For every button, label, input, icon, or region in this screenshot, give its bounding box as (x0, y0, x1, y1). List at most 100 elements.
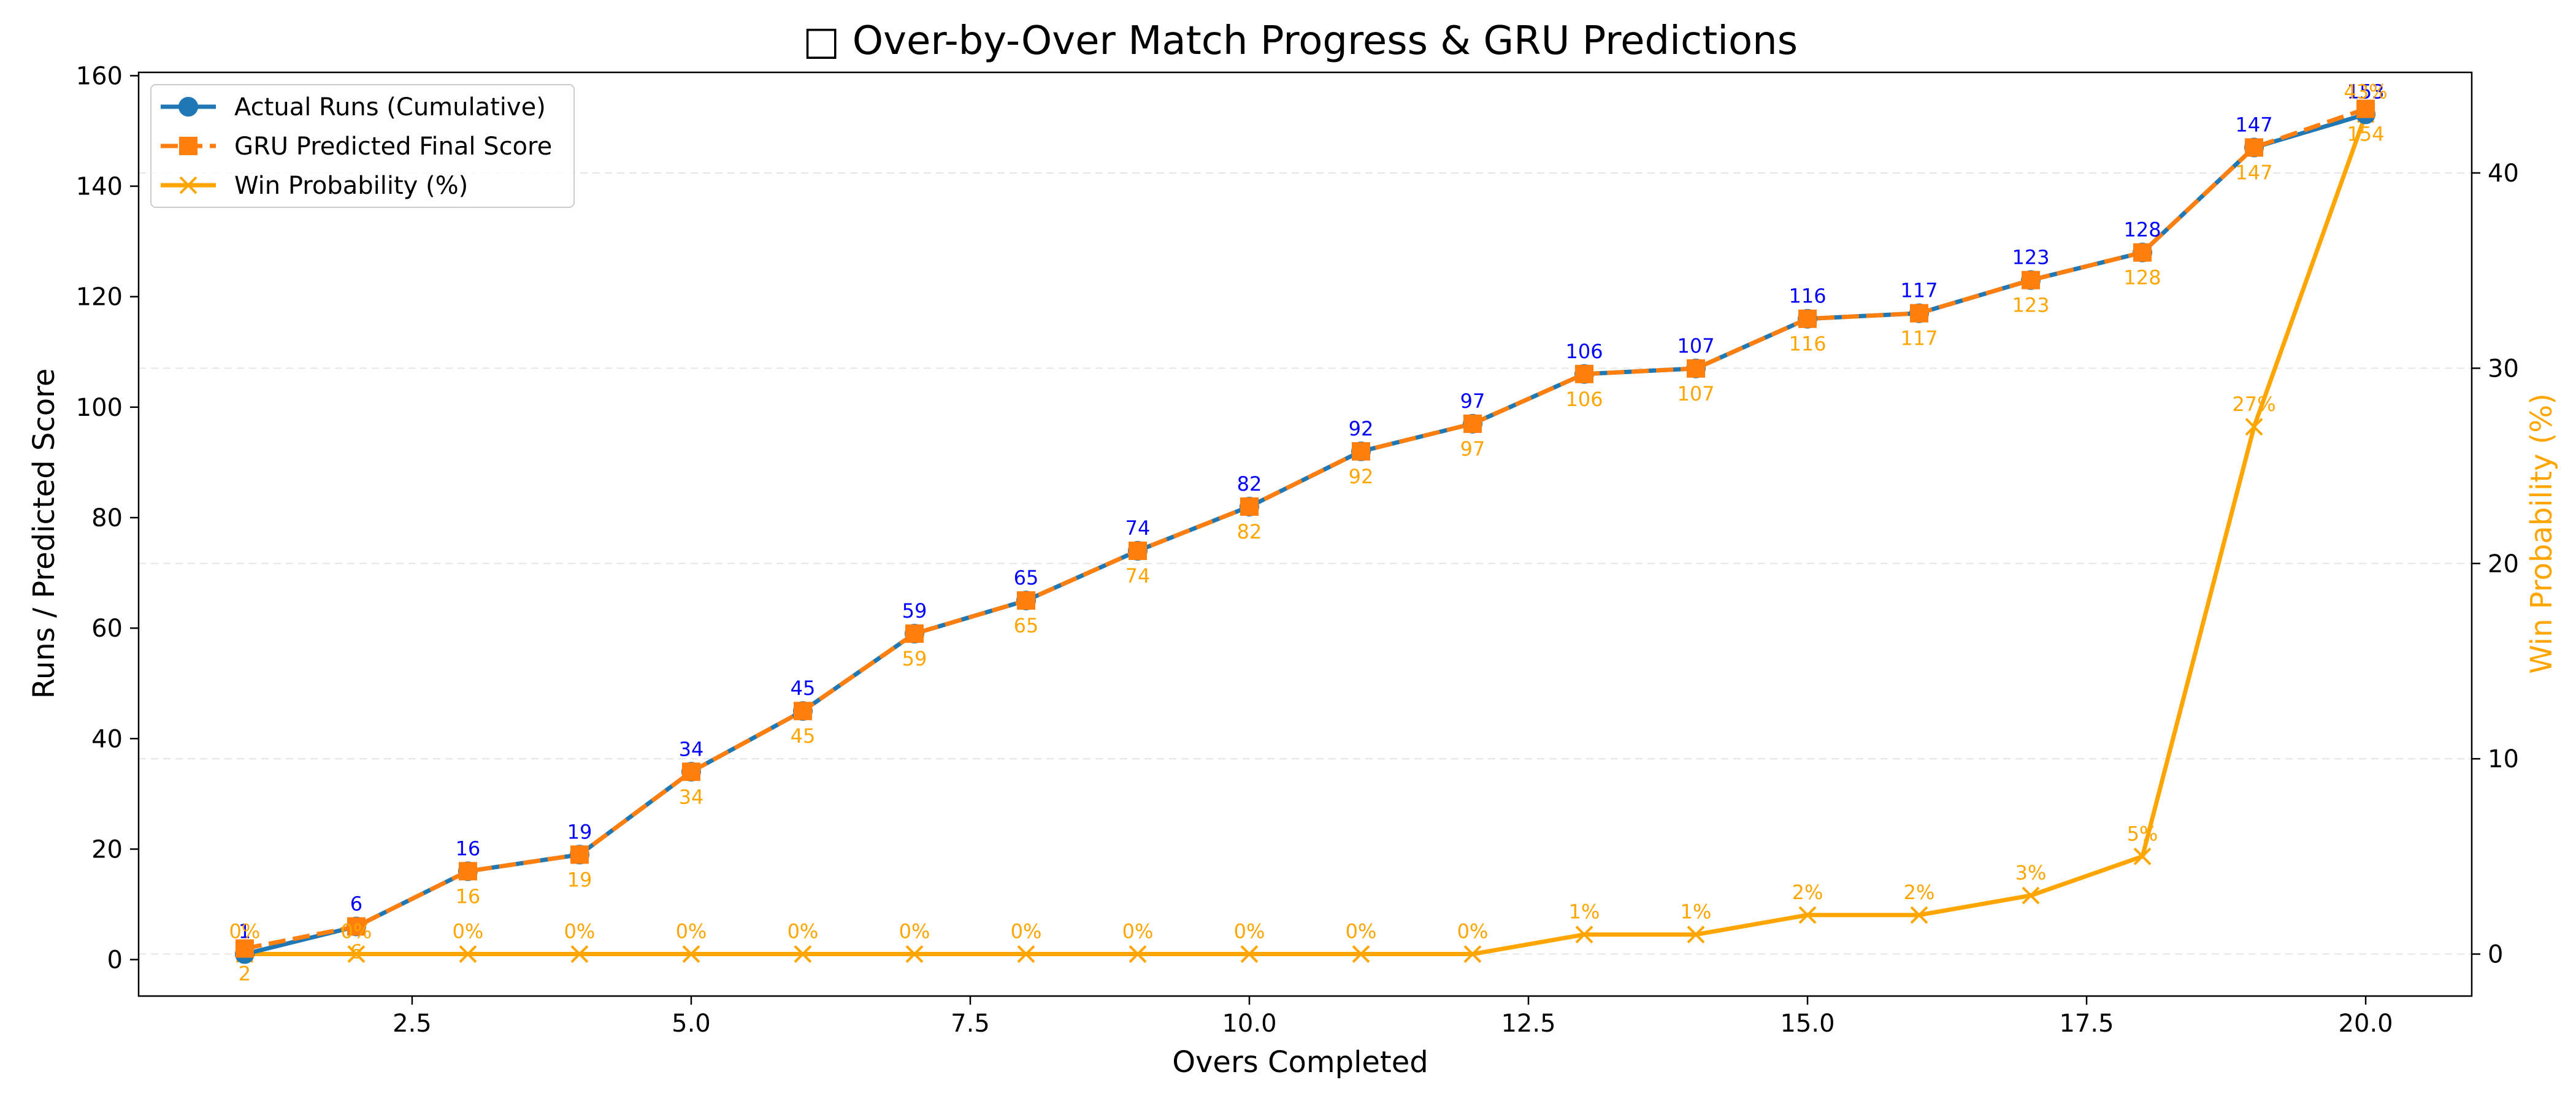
win-prob-data-label: 2% (1904, 881, 1935, 904)
predicted-data-label: 65 (1014, 614, 1039, 637)
y2-tick-label: 30 (2488, 355, 2519, 383)
series-3-point (1352, 945, 1370, 963)
marker-stroke (1129, 945, 1147, 963)
win-prob-data-label: 3% (2015, 861, 2047, 884)
predicted-data-label: 16 (456, 884, 481, 908)
series-line-2 (244, 107, 2367, 951)
x-tick-label: 12.5 (1501, 1010, 1555, 1038)
y-tick-label: 140 (76, 173, 123, 201)
predicted-data-label: 34 (679, 785, 704, 808)
predicted-data-label: 82 (1237, 520, 1262, 543)
actual-data-label: 123 (2012, 246, 2050, 269)
win-prob-data-label: 0% (1234, 920, 1265, 943)
actual-data-label: 34 (679, 737, 704, 761)
predicted-data-label: 6 (350, 940, 362, 964)
legend-item-label: Actual Runs (Cumulative) (234, 93, 546, 121)
actual-data-label: 59 (902, 599, 927, 623)
series-2-point (2022, 270, 2041, 289)
y-tick-label: 20 (91, 835, 123, 864)
series-2-point (2245, 138, 2264, 157)
data-labels-layer: 120%660%16160%19190%34340%45450%59590%65… (229, 80, 2388, 985)
series-2-point (347, 917, 366, 936)
marker-stroke (570, 945, 589, 963)
y-tick-label: 60 (91, 615, 123, 643)
x-tick-label: 10.0 (1222, 1010, 1276, 1038)
series-3-point (1463, 945, 1482, 963)
actual-data-label: 1 (239, 920, 251, 943)
y-tick-label: 80 (91, 504, 123, 532)
axes-layer: 2.5 5.0 7.5 10.0 12.5 15.0 17.5 20.002040608010… (76, 62, 2519, 1038)
predicted-data-label: 19 (567, 868, 592, 891)
x-tick-label: 2.5 (393, 1010, 432, 1038)
win-prob-data-label: 0% (1346, 920, 1377, 943)
win-prob-data-label: 0% (899, 920, 930, 943)
marker-stroke (1017, 945, 1035, 963)
legend-item-label: Win Probability (%) (234, 172, 468, 200)
y-tick-label: 120 (76, 283, 123, 312)
marker-stroke (1687, 926, 1705, 944)
y2-tick-label: 40 (2488, 159, 2519, 188)
actual-data-label: 107 (1677, 334, 1714, 358)
series-3-point (905, 945, 924, 963)
series-2-point (2133, 243, 2152, 262)
series-3-point (2245, 418, 2263, 436)
marker-stroke (459, 945, 477, 963)
series-2-point (1575, 364, 1594, 383)
series-3-point (794, 945, 812, 963)
marker-stroke (1575, 926, 1593, 944)
series-2-point (681, 762, 700, 781)
x-tick-label: 20.0 (2339, 1010, 2393, 1038)
win-prob-data-label: 2% (1792, 881, 1823, 904)
series-line-1 (244, 112, 2367, 956)
actual-data-label: 117 (1901, 279, 1938, 302)
series-3-point (1129, 945, 1147, 963)
predicted-data-label: 147 (2236, 161, 2273, 184)
x-tick-label: 17.5 (2060, 1010, 2114, 1038)
actual-data-label: 65 (1014, 566, 1039, 589)
series-2-point (1798, 309, 1817, 328)
x-tick-label: 5.0 (672, 1010, 711, 1038)
series-3-point (682, 945, 700, 963)
marker-stroke (2133, 847, 2152, 865)
x-axis-label: Overs Completed (1172, 1045, 1428, 1079)
series-3-point (2022, 886, 2040, 905)
x-tick-label: 7.5 (951, 1010, 990, 1038)
series-2-point (793, 702, 812, 721)
series-2-point (235, 939, 254, 958)
predicted-data-label: 116 (1789, 332, 1827, 356)
predicted-data-label: 106 (1565, 388, 1603, 411)
marker-stroke (1352, 945, 1370, 963)
y-tick-label: 160 (76, 62, 123, 90)
legend-marker (179, 137, 197, 155)
win-prob-data-label: 0% (229, 920, 261, 943)
marker-stroke (1798, 906, 1817, 924)
actual-data-label: 128 (2124, 218, 2161, 242)
marker-stroke (1910, 906, 1928, 924)
series-2-point (458, 862, 477, 881)
y2-tick-label: 10 (2488, 745, 2519, 773)
predicted-data-label: 117 (1901, 327, 1938, 350)
win-prob-data-label: 0% (341, 920, 372, 943)
predicted-data-label: 123 (2012, 294, 2050, 317)
series-3-point (1017, 945, 1035, 963)
legend-box (150, 84, 575, 208)
marker-stroke (2022, 886, 2040, 905)
series-2-point (570, 845, 589, 864)
y2-axis-label: Win Probability (%) (2524, 393, 2559, 673)
marker-stroke (1240, 945, 1259, 963)
actual-data-label: 92 (1349, 417, 1374, 440)
legend-item-label: GRU Predicted Final Score (234, 132, 552, 161)
actual-data-label: 147 (2236, 113, 2273, 136)
series-3-point (459, 945, 477, 963)
y2-tick-label: 0 (2488, 941, 2503, 969)
actual-data-label: 74 (1125, 516, 1151, 540)
actual-data-label: 82 (1237, 472, 1262, 496)
marker-stroke (2245, 418, 2263, 436)
series-3-point (1687, 926, 1705, 944)
series-2-point (905, 624, 924, 643)
win-prob-data-label: 0% (1011, 920, 1042, 943)
x-tick-label: 15.0 (1781, 1010, 1835, 1038)
series-2-point (1128, 542, 1147, 561)
actual-data-label: 97 (1460, 389, 1485, 413)
